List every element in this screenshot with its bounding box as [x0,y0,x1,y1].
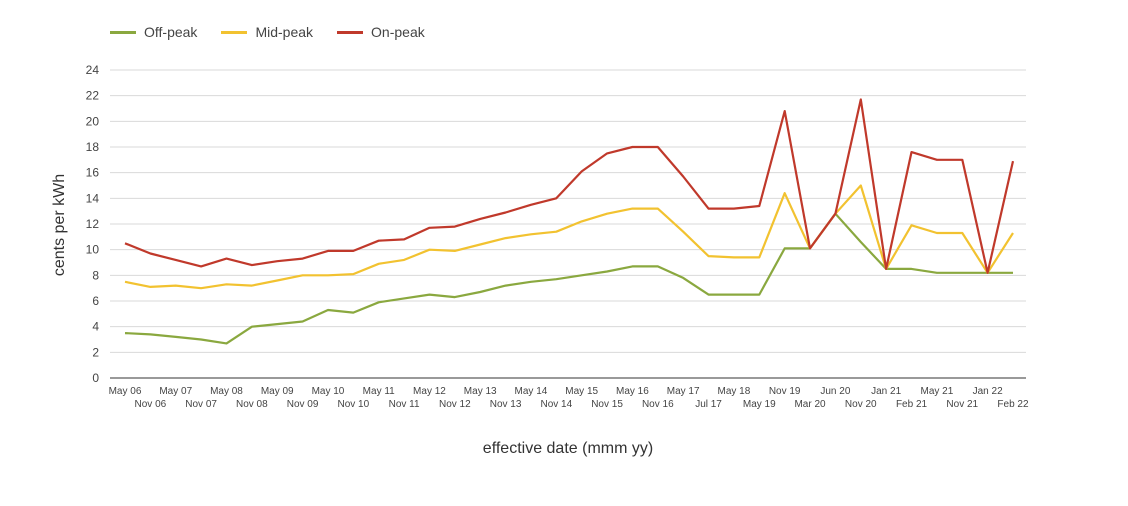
grid-lines [110,69,1026,353]
x-tick-label: May 16 [616,386,649,397]
series-line-on-peak [124,98,1015,274]
y-tick-label: 0 [92,371,99,385]
y-tick-label: 6 [92,294,99,308]
x-axis-title: effective date (mmm yy) [482,440,654,457]
x-tick-label: May 18 [718,386,751,397]
x-tick-label: May 13 [464,386,497,397]
x-tick-label: Jan 21 [871,386,901,397]
y-tick-label: 20 [86,114,100,128]
x-tick-label: Nov 06 [135,399,167,410]
x-tick-label: Nov 21 [946,399,978,410]
legend-label-off-peak: Off-peak [144,24,198,40]
x-tick-label: May 14 [515,386,548,397]
x-tick-label: Nov 20 [845,399,877,410]
legend: Off-peak Mid-peak On-peak [110,24,449,40]
x-tick-label: Jul 17 [695,399,722,410]
y-tick-label: 16 [86,166,100,180]
x-tick-label: May 09 [261,386,294,397]
x-tick-label: Nov 15 [591,399,623,410]
x-tick-label: Jun 20 [820,386,850,397]
x-tick-label: Nov 10 [337,399,369,410]
series-line-mid-peak [124,184,1014,290]
x-tick-label: Mar 20 [794,399,826,410]
x-tick-labels: May 06 Nov 06 May 07 Nov 07 May 08 Nov 08 May … [109,386,1029,410]
series-lines [124,98,1015,345]
y-tick-label: 14 [86,191,100,205]
legend-item-on-peak[interactable]: On-peak [337,24,425,40]
y-tick-label: 10 [86,243,100,257]
x-tick-label: Nov 12 [439,399,471,410]
legend-item-mid-peak[interactable]: Mid-peak [221,24,313,40]
x-tick-label: Nov 19 [769,386,801,397]
off-peak-swatch [110,30,136,34]
y-tick-label: 12 [86,217,100,231]
y-tick-label: 8 [92,268,99,282]
x-tick-label: Nov 14 [540,399,572,410]
x-tick-label: May 10 [312,386,345,397]
x-tick-label: May 08 [210,386,243,397]
y-axis-title: cents per kWh [51,173,68,277]
x-tick-label: May 19 [743,399,776,410]
x-tick-label: May 07 [159,386,192,397]
x-tick-label: May 11 [363,386,395,397]
series-line-off-peak [124,212,1013,345]
x-tick-label: Feb 22 [997,399,1029,410]
legend-label-mid-peak: Mid-peak [255,24,314,40]
x-tick-label: May 12 [413,386,446,397]
y-tick-label: 22 [86,89,100,103]
on-peak-swatch [337,30,364,34]
y-tick-label: 4 [92,320,99,334]
legend-label-on-peak: On-peak [371,24,425,40]
x-tick-label: May 21 [920,386,953,397]
x-tick-label: Nov 07 [185,399,217,410]
x-tick-label: Nov 13 [490,399,522,410]
mid-peak-swatch [221,30,248,34]
x-tick-label: May 06 [109,386,142,397]
x-tick-label: May 15 [565,386,598,397]
legend-item-off-peak[interactable]: Off-peak [110,24,197,40]
x-tick-label: Jan 22 [973,386,1003,397]
x-tick-label: Nov 08 [236,399,268,410]
x-tick-label: Nov 11 [389,399,420,410]
y-tick-label: 2 [92,345,99,359]
y-tick-label: 18 [86,140,100,154]
x-tick-label: May 17 [667,386,700,397]
x-tick-label: Feb 21 [896,399,928,410]
y-tick-label: 24 [86,63,100,77]
x-tick-label: Nov 09 [287,399,319,410]
x-tick-label: Nov 16 [642,399,674,410]
